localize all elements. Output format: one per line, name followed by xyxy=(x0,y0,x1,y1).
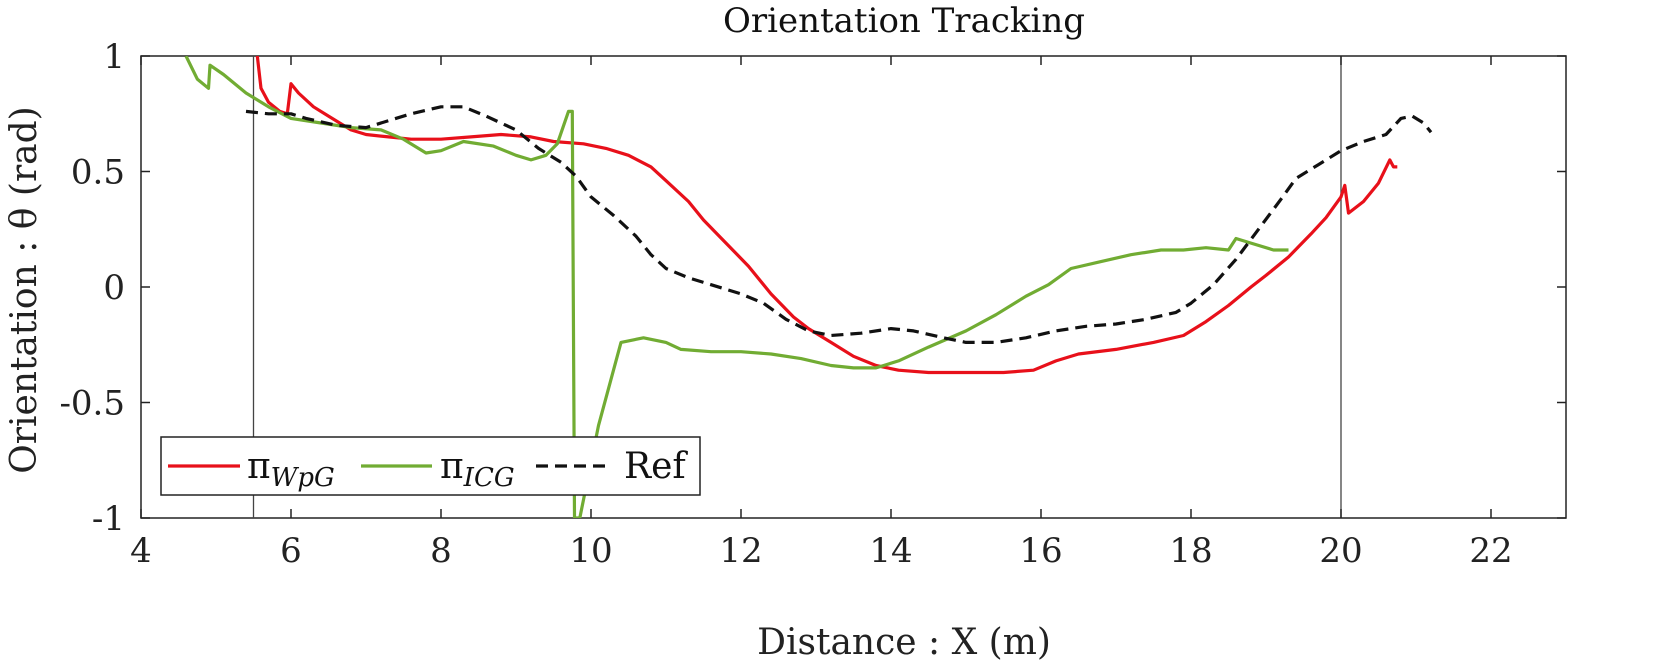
y-tick-label: -1 xyxy=(92,499,125,539)
x-tick-label: 16 xyxy=(1019,531,1062,571)
legend-label-main: π xyxy=(440,446,464,487)
legend-label-main: π xyxy=(247,446,271,487)
x-tick-label: 14 xyxy=(869,531,912,571)
series-line-ref xyxy=(245,105,1433,344)
x-tick-label: 10 xyxy=(569,531,612,571)
legend-label-main: Ref xyxy=(624,446,688,487)
y-tick-label: 0 xyxy=(103,268,125,308)
x-tick-label: 18 xyxy=(1169,531,1212,571)
legend-label-subscript: WpG xyxy=(271,463,335,493)
x-tick-label: 22 xyxy=(1469,531,1512,571)
plot-area: 4 6 8 10 12 14 16 18 20 22 1 0.5 0 -0.5 -1 xyxy=(59,37,1567,571)
series-group xyxy=(184,56,1433,518)
x-axis-label: Distance : X (m) xyxy=(757,622,1051,663)
y-tick-label: -0.5 xyxy=(59,384,125,424)
x-tick-label: 6 xyxy=(280,531,302,571)
y-axis-label: Orientation : θ (rad) xyxy=(4,106,45,473)
series-line--wpg xyxy=(255,56,1398,375)
y-tick-label: 0.5 xyxy=(71,153,125,193)
legend-label--icg: πICG xyxy=(440,446,515,493)
legend: πWpG πICG Ref xyxy=(160,436,701,496)
legend-label-ref: Ref xyxy=(624,446,688,487)
x-tick-label: 20 xyxy=(1319,531,1362,571)
chart-title: Orientation Tracking xyxy=(723,1,1085,41)
x-tick-label: 8 xyxy=(430,531,452,571)
x-tick-label: 12 xyxy=(719,531,762,571)
legend-label--wpg: πWpG xyxy=(247,446,335,493)
y-tick-label: 1 xyxy=(103,37,125,77)
legend-label-subscript: ICG xyxy=(463,463,515,493)
x-tick-label: 4 xyxy=(130,531,152,571)
